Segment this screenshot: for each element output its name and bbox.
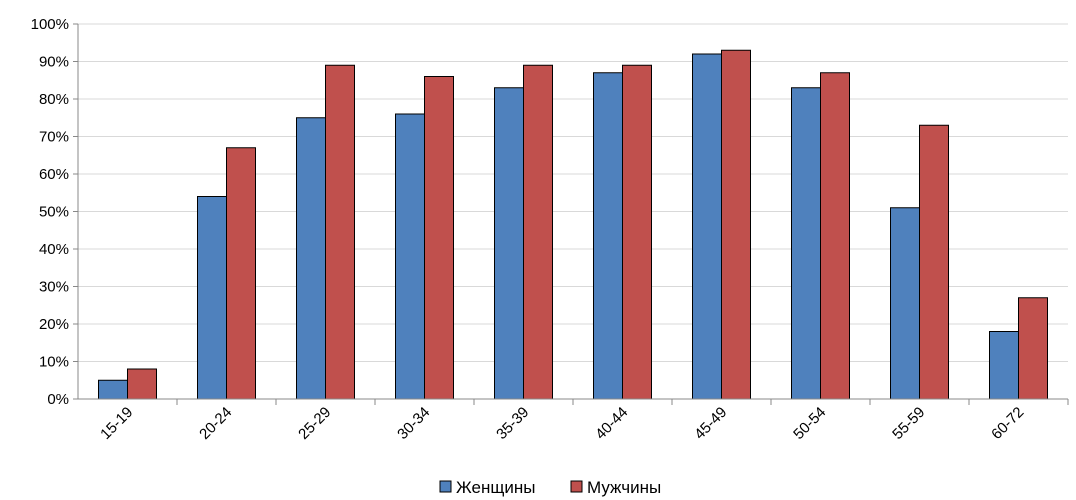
bar-men-30-34 bbox=[424, 76, 454, 400]
bars bbox=[98, 49, 1048, 400]
bar-men-40-44 bbox=[622, 64, 652, 400]
legend-swatch-women bbox=[439, 480, 452, 493]
y-tick-label: 90% bbox=[39, 54, 69, 71]
x-tick-label: 45-49 bbox=[691, 404, 730, 443]
x-tick-label: 30-34 bbox=[394, 404, 433, 443]
bar-men-20-24 bbox=[226, 147, 256, 400]
bar-women-15-19 bbox=[98, 379, 128, 400]
y-tick-label: 20% bbox=[39, 316, 69, 333]
x-tick-label: 25-29 bbox=[295, 404, 334, 443]
y-tick-label: 10% bbox=[39, 354, 69, 371]
y-tick-label: 30% bbox=[39, 279, 69, 296]
x-tick-label: 20-24 bbox=[196, 404, 235, 443]
bar-men-25-29 bbox=[325, 64, 355, 400]
x-tick-label: 60-72 bbox=[988, 404, 1027, 443]
bar-men-35-39 bbox=[523, 64, 553, 400]
x-tick-label: 15-19 bbox=[97, 404, 136, 443]
legend-label-men: Мужчины bbox=[587, 478, 661, 497]
y-tick-label: 40% bbox=[39, 241, 69, 258]
x-tick-label: 50-54 bbox=[790, 404, 829, 443]
bar-women-30-34 bbox=[395, 113, 425, 400]
bar-women-20-24 bbox=[197, 196, 227, 400]
bar-men-50-54 bbox=[820, 72, 850, 400]
bar-women-55-59 bbox=[890, 207, 920, 400]
bar-women-50-54 bbox=[791, 87, 821, 400]
bar-women-25-29 bbox=[296, 117, 326, 400]
bar-women-35-39 bbox=[494, 87, 524, 400]
y-tick-label: 80% bbox=[39, 91, 69, 108]
bar-women-40-44 bbox=[593, 72, 623, 400]
bar-women-45-49 bbox=[692, 53, 722, 400]
legend-label-women: Женщины bbox=[456, 478, 535, 497]
bar-women-60-72 bbox=[989, 331, 1019, 400]
y-tick-label: 60% bbox=[39, 166, 69, 183]
legend: Женщины Мужчины bbox=[439, 478, 661, 497]
bar-men-15-19 bbox=[127, 368, 157, 400]
y-tick-label: 70% bbox=[39, 129, 69, 146]
x-tick-label: 35-39 bbox=[493, 404, 532, 443]
bar-men-60-72 bbox=[1018, 297, 1048, 400]
bar-men-45-49 bbox=[721, 49, 751, 400]
bar-men-55-59 bbox=[919, 124, 949, 400]
legend-swatch-men bbox=[570, 480, 583, 493]
x-tick-label: 40-44 bbox=[592, 404, 631, 443]
x-tick-label: 55-59 bbox=[889, 404, 928, 443]
y-tick-label: 50% bbox=[39, 204, 69, 221]
y-tick-label: 100% bbox=[31, 16, 69, 33]
y-tick-label: 0% bbox=[47, 391, 69, 408]
